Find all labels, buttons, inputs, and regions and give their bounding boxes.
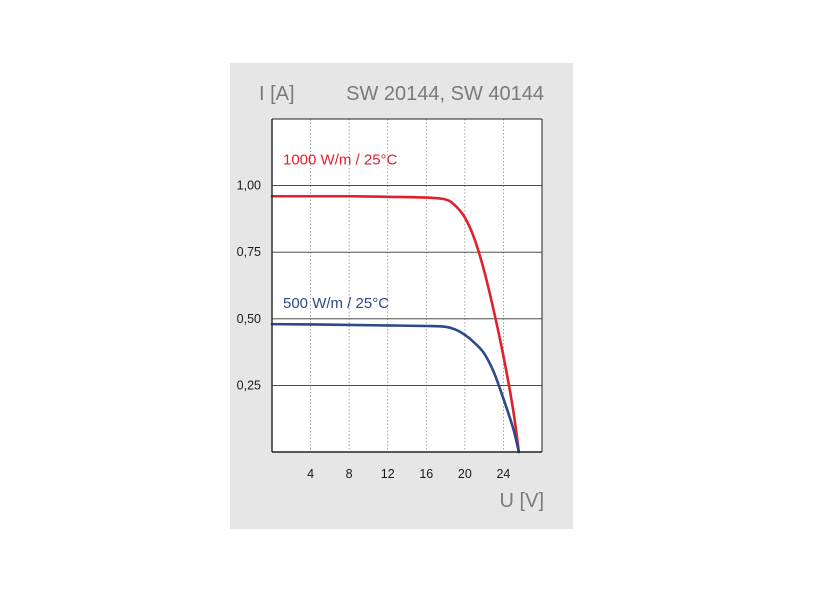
x-tick-label: 12 — [381, 467, 395, 481]
x-tick-label: 8 — [346, 467, 353, 481]
chart-title: SW 20144, SW 40144 — [346, 83, 544, 105]
x-tick-label: 20 — [458, 467, 472, 481]
series-layer — [270, 194, 521, 454]
y-axis-label: I [A] — [259, 83, 295, 105]
y-tick-label: 1,00 — [237, 179, 261, 193]
y-tick-label: 0,75 — [237, 245, 261, 259]
x-tick-label: 24 — [496, 467, 510, 481]
series-label-1: 500 W/m / 25°C — [283, 295, 389, 312]
iv-curve-chart: I [A] SW 20144, SW 40144 4 8 12 16 20 24 0,25 0… — [237, 83, 544, 512]
chart-panel: I [A] SW 20144, SW 40144 4 8 12 16 20 24 0,25 0… — [230, 63, 573, 529]
tick-labels: 4 8 12 16 20 24 0,25 0,50 0,75 1,00 — [237, 179, 511, 481]
axes — [271, 118, 543, 453]
series-annotations: 1000 W/m / 25°C 500 W/m / 25°C — [283, 151, 398, 312]
y-tick-label: 0,25 — [237, 378, 261, 392]
series-label-0: 1000 W/m / 25°C — [283, 151, 398, 168]
series-line-0 — [270, 194, 521, 454]
x-tick-label: 4 — [307, 467, 314, 481]
x-axis-label: U [V] — [500, 490, 544, 512]
x-tick-label: 16 — [419, 467, 433, 481]
series-line-1 — [270, 322, 521, 454]
y-tick-label: 0,50 — [237, 312, 261, 326]
plot-area — [272, 119, 542, 452]
